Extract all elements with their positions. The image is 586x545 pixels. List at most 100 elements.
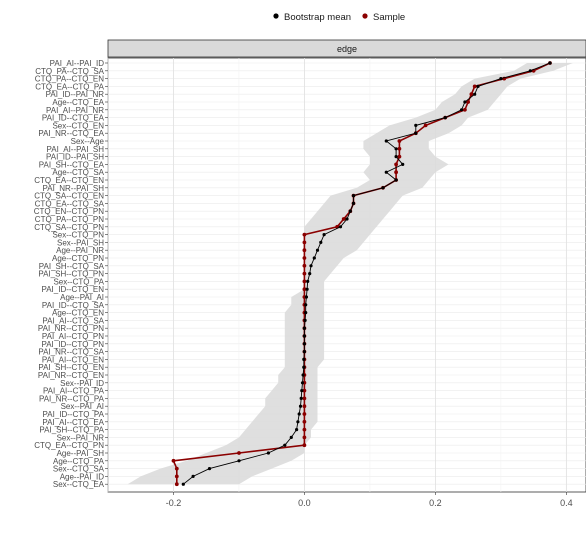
bootstrap-mean-point [301,373,305,377]
sample-point [302,427,307,432]
bootstrap-mean-point [312,256,316,260]
bootstrap-mean-point [338,225,343,229]
bootstrap-mean-point [394,178,398,182]
sample-point [302,279,307,284]
bootstrap-mean-point [237,459,241,463]
x-tick-label: 0.4 [560,498,573,508]
bootstrap-mean-point [181,482,185,486]
bootstrap-mean-point [394,147,398,151]
y-tick-label: Age--PAI_NR [56,246,104,255]
bootstrap-mean-point [384,170,388,174]
y-tick-label: Age--CTQ_PA [53,457,105,466]
bootstrap-mean-point [476,84,480,88]
y-tick-label: CTQ_EN--CTQ_PN [34,207,104,216]
y-tick-label: Age--PAI_SH [57,449,105,458]
bootstrap-mean-point [473,92,477,96]
sample-point [302,232,307,237]
y-tick-label: PAI_ID--CTQ_PN [41,340,104,349]
y-tick-label: PAI_NR--CTQ_SA [38,348,104,357]
y-tick-label: PAI_ID--CTQ_SA [42,301,105,310]
sample-point [423,123,428,128]
bootstrap-mean-point [414,131,418,135]
y-tick-label: PAI_NR--CTQ_EA [38,129,104,138]
legend-marker-bootstrap-mean [273,13,279,19]
y-tick-label: Sex--CTQ_PN [52,231,104,240]
sample-point [302,240,307,245]
legend-label-bootstrap-mean: Bootstrap mean [284,12,351,23]
y-tick-label: CTQ_EA--CTQ_PA [35,82,104,91]
bootstrap-mean-point [463,100,467,104]
y-tick-label: CTQ_PA--CTQ_EN [35,75,104,84]
bootstrap-mean-point [302,342,306,346]
bootstrap-mean-point [315,248,320,252]
y-tick-labels: PAI_AI--PAI_IDCTQ_PA--CTQ_SACTQ_PA--CTQ_… [34,59,108,489]
bootstrap-mean-point [266,451,270,455]
y-tick-label: PAI_AI--CTQ_PA [43,387,105,396]
bootstrap-mean-point [302,334,306,338]
sample-point [397,146,402,151]
bootstrap-mean-point [300,381,305,385]
bootstrap-mean-point [306,279,310,283]
y-tick-label: PAI_AI--PAI_SH [47,145,105,154]
sample-point [466,100,470,104]
y-tick-label: PAI_NR--CTQ_EN [38,371,104,380]
bootstrap-mean-point [289,435,293,439]
x-tick-label: -0.2 [166,498,182,508]
y-tick-label: PAI_SH--CTQ_PN [38,270,104,279]
y-tick-label: PAI_NR--CTQ_PA [39,394,105,403]
y-tick-label: CTQ_SA--CTQ_EN [34,192,104,201]
sample-point [394,170,398,175]
y-tick-label: Sex--PAI_ID [60,379,104,388]
sample-point [302,404,307,409]
y-tick-label: PAI_ID--PAI_NR [46,90,105,99]
bootstrap-mean-point [295,428,299,432]
bootstrap-mean-point [443,116,447,120]
bootstrap-mean-point [298,404,303,408]
sample-point [394,162,398,167]
y-tick-label: PAI_NR--PAI_SH [43,184,105,193]
bootstrap-mean-point [302,326,306,330]
y-tick-label: PAI_AI--PAI_ID [50,59,105,68]
y-tick-label: PAI_AI--CTQ_SA [42,316,104,325]
bootstrap-mean-point [303,318,307,322]
y-tick-label: Sex--PAI_AI [61,402,104,411]
bootstrap-mean-point [302,365,306,369]
y-tick-label: Age--CTQ_EN [52,309,104,318]
y-tick-label: CTQ_PA--CTQ_SA [35,67,104,76]
sample-point [171,458,176,463]
sample-point [302,287,307,292]
y-tick-label: PAI_NR--CTQ_PN [38,324,104,333]
bootstrap-mean-point [381,186,385,190]
bootstrap-mean-point [351,201,356,205]
sample-point [302,248,307,253]
x-tick-label: 0.2 [429,498,442,508]
bootstrap-mean-layer [181,61,552,486]
y-tick-label: Sex--CTQ_EN [52,121,104,130]
y-tick-label: PAI_AI--CTQ_EA [42,418,104,427]
sample-point [174,474,179,479]
y-tick-label: CTQ_EA--CTQ_PN [34,441,104,450]
y-tick-label: PAI_SH--CTQ_PA [39,426,104,435]
facet-strip [107,39,586,58]
bootstrap-mean-point [384,139,388,143]
sample-point [469,92,474,97]
y-tick-label: Sex--Age [71,137,105,146]
bootstrap-mean-point [394,155,398,159]
bootstrap-mean-point [304,303,308,307]
bootstrap-mean-point [322,233,326,237]
facet-strip-label: edge [337,44,357,54]
y-tick-label: CTQ_EA--CTQ_SA [35,199,105,208]
sample-point [174,466,179,471]
y-tick-label: PAI_SH--CTQ_EN [38,363,104,372]
y-tick-label: CTQ_PA--CTQ_PN [35,215,104,224]
y-tick-label: Age--CTQ_SA [52,168,104,177]
bootstrap-mean-point [460,108,464,112]
y-tick-label: CTQ_EA--CTQ_EN [34,176,104,185]
sample-point [302,412,307,416]
sample-point [341,217,346,221]
sample-point [302,388,307,393]
sample-point [174,482,179,487]
x-tick-label: 0.0 [298,498,311,508]
bootstrap-mean-point [302,350,306,354]
